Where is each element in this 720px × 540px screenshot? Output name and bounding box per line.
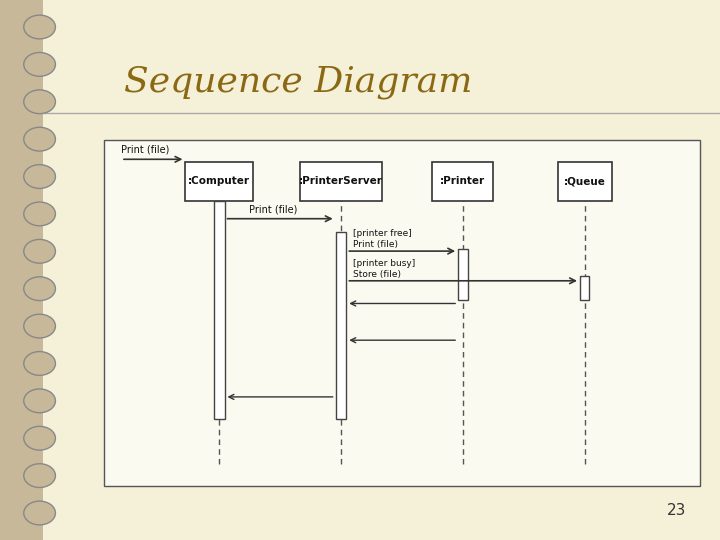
Bar [104,140,700,486]
Bar [458,249,467,300]
Bar [580,276,590,300]
Bar [300,162,382,201]
Text: Sequence Diagram: Sequence Diagram [125,65,473,99]
Text: :Computer: :Computer [188,177,250,186]
Text: :Queue: :Queue [564,177,606,186]
Text: 23: 23 [667,503,686,518]
Bar [214,201,225,418]
Bar [185,162,253,201]
Bar [336,232,346,418]
Text: :Printer: :Printer [440,177,485,186]
Bar [432,162,493,201]
Text: Print (file): Print (file) [249,204,297,214]
Text: :PrinterServer: :PrinterServer [299,177,383,186]
Text: [printer free]
Print (file): [printer free] Print (file) [354,229,412,249]
Text: Print (file): Print (file) [121,144,169,154]
Text: [printer busy]
Store (file): [printer busy] Store (file) [354,259,415,279]
Bar [557,162,612,201]
